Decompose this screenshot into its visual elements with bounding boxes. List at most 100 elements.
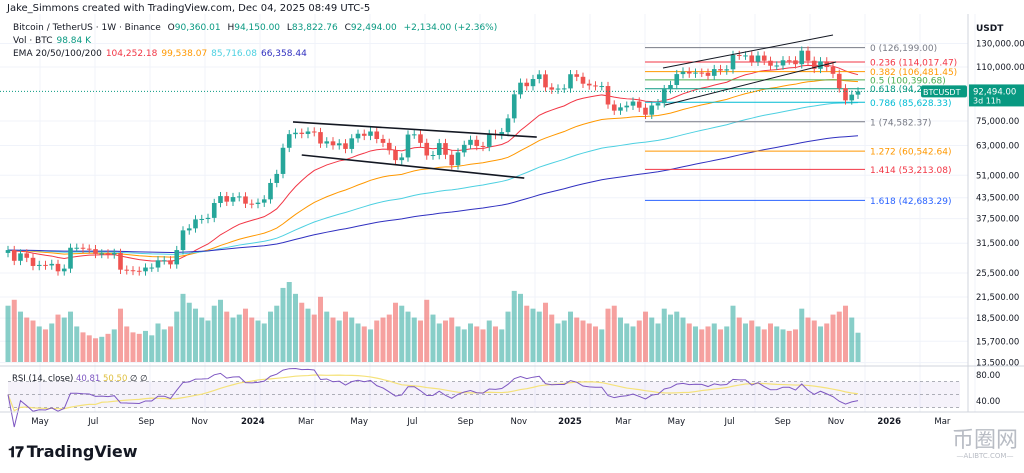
volume-bar	[155, 323, 161, 362]
candle-body	[680, 71, 686, 75]
candle-body	[655, 103, 661, 106]
volume-bar	[324, 311, 330, 362]
volume-bar	[786, 330, 792, 362]
volume-bar	[80, 332, 86, 362]
volume-bar	[555, 323, 561, 362]
candle-body	[661, 89, 667, 104]
volume-bar	[143, 330, 148, 362]
candle-body	[174, 250, 180, 265]
candle-body	[674, 74, 680, 86]
candle-body	[93, 249, 98, 254]
candle-body	[543, 74, 548, 88]
candle-body	[799, 50, 805, 65]
volume-bar	[755, 326, 761, 362]
rsi-label: RSI (14, close) 40.81 50.50 ∅ ∅	[12, 374, 148, 384]
price-axis-label: 51,000.00	[976, 171, 1019, 181]
candle-body	[124, 269, 130, 271]
volume-bar	[18, 311, 23, 362]
candle-body	[486, 133, 492, 147]
candle-body	[193, 219, 198, 229]
tradingview-logo[interactable]: 𝟏𝟕 TradingView	[8, 442, 138, 461]
candle-body	[705, 72, 711, 76]
high-label: H	[227, 23, 235, 33]
candle-body	[624, 105, 630, 108]
candle-body	[36, 264, 42, 266]
volume-bar	[218, 299, 223, 362]
candle-body	[249, 203, 255, 205]
candle-body	[499, 132, 505, 135]
volume-bar	[599, 329, 605, 362]
volume-bar	[36, 326, 42, 362]
volume-bar	[474, 326, 480, 362]
volume-bar	[511, 290, 517, 362]
volume-bar	[399, 305, 405, 362]
trendline-flag-lower	[301, 154, 525, 179]
volume-bar	[486, 320, 492, 362]
volume-bar	[543, 302, 548, 362]
candle-body	[18, 253, 23, 261]
volume-bar	[668, 314, 673, 362]
volume-bar	[424, 299, 430, 362]
ema-label[interactable]: EMA 20/50/100/200	[13, 49, 102, 59]
volume-bar	[168, 326, 173, 362]
time-axis-label: May	[668, 417, 686, 427]
ema100-line	[7, 102, 859, 255]
volume-bar	[799, 308, 805, 362]
candle-body	[49, 263, 55, 266]
volume-bar	[24, 317, 30, 362]
volume-bar	[593, 326, 598, 362]
volume-bar	[711, 323, 717, 362]
candle-body	[668, 85, 673, 90]
symbol-title[interactable]: Bitcoin / TetherUS · 1W · Binance	[13, 23, 161, 33]
time-axis-label: Sep	[458, 417, 474, 427]
candle-body	[330, 141, 336, 146]
volume-bar	[793, 329, 798, 362]
candle-body	[455, 152, 461, 166]
volume-bar	[255, 320, 261, 362]
price-tag	[969, 84, 1024, 107]
ema-row: EMA 20/50/100/200 104,252.18 99,538.07 85,7…	[13, 48, 501, 61]
candle-body	[186, 228, 192, 231]
fib-level-label: 0.786 (85,628.33)	[870, 99, 951, 109]
candle-body	[280, 147, 286, 174]
candle-body	[105, 253, 111, 255]
price-axis-label: 31,500.00	[976, 239, 1019, 249]
volume-bar	[518, 293, 523, 362]
candle-body	[224, 196, 230, 202]
candle-body	[168, 260, 173, 265]
candle-body	[711, 69, 717, 76]
price-axis-label: 37,500.00	[976, 215, 1019, 225]
volume-bar	[493, 326, 498, 362]
volume-bar	[524, 305, 530, 362]
candle-body	[5, 250, 11, 253]
volume-bar	[730, 305, 736, 362]
volume-bar	[505, 311, 511, 362]
candle-body	[11, 250, 17, 261]
candle-body	[30, 257, 36, 266]
candle-body	[268, 182, 273, 200]
candle-body	[130, 270, 136, 272]
candle-body	[380, 138, 386, 143]
candle-body	[399, 157, 405, 161]
fib-level-label: 0.236 (114,017.47)	[870, 58, 957, 68]
candle-body	[580, 76, 586, 84]
candle-body	[430, 155, 436, 157]
candle-body	[849, 94, 855, 101]
volume-bar	[318, 296, 323, 362]
candle-body	[218, 196, 223, 203]
candle-body	[368, 131, 373, 136]
volume-bar	[743, 323, 748, 362]
time-axis-label: Jul	[723, 417, 734, 427]
volume-bar	[261, 323, 267, 362]
rsi-ma-line	[7, 374, 859, 412]
close-label: C	[344, 23, 351, 33]
candle-body	[618, 107, 623, 111]
candle-body	[243, 196, 248, 204]
candle-body	[718, 69, 723, 71]
change-value: +2,134.00 (+2.36%)	[403, 23, 498, 33]
volume-label[interactable]: Vol · BTC	[13, 36, 53, 46]
candle-body	[299, 132, 305, 134]
volume-bar	[130, 332, 136, 362]
volume-bar	[468, 323, 473, 362]
